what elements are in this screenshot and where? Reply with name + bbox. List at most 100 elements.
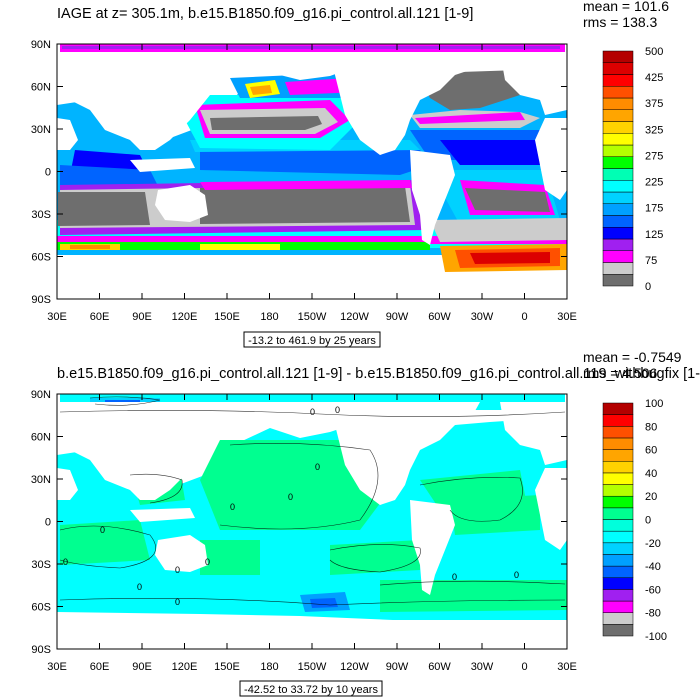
colorbar-label: 80: [645, 421, 657, 433]
colorbar-label: 20: [645, 491, 657, 503]
lat-tick-label: 30S: [31, 559, 51, 571]
lat-tick-label: 30N: [31, 474, 51, 486]
colorbar-label: -40: [645, 561, 661, 573]
contour-label: 0: [175, 597, 180, 607]
lon-tick-label: 90E: [132, 661, 152, 673]
contour-label: 0: [137, 582, 142, 592]
colorbar-swatch: [602, 414, 634, 427]
colorbar-label: 275: [645, 150, 663, 162]
lat-tick-label: 60S: [31, 252, 51, 264]
panel-1-map: [57, 44, 567, 299]
contour-label: 0: [63, 557, 68, 567]
colorbar-swatch: [602, 600, 634, 613]
lat-tick-label: 90N: [31, 389, 51, 401]
lat-tick-label: 60N: [31, 432, 51, 444]
colorbar-label: 40: [645, 468, 657, 480]
colorbar-swatch: [602, 589, 634, 602]
colorbar-label: 500: [645, 46, 663, 58]
panel-1: IAGE at z= 305.1m, b.e15.B1850.f09_g16.p…: [31, 0, 669, 348]
land-south-america: [410, 150, 455, 245]
colorbar-swatch: [602, 215, 634, 228]
colorbar-label: 325: [645, 124, 663, 136]
colorbar-swatch: [602, 133, 634, 146]
lon-tick-label: 0: [521, 311, 527, 323]
colorbar-swatch: [602, 426, 634, 439]
colorbar-swatch: [602, 577, 634, 590]
contour-labels: 0 0 0 0 0 0 0 0 0 0 0 0 0: [63, 405, 519, 607]
lon-tick-label: 180: [260, 311, 278, 323]
land-north-america: [330, 52, 480, 155]
colorbar-swatch: [602, 191, 634, 204]
contour-label: 0: [335, 405, 340, 415]
contour-label: 0: [288, 492, 293, 502]
colorbar-swatch: [602, 542, 634, 555]
contour-label: 0: [230, 502, 235, 512]
colorbar-swatch: [602, 461, 634, 474]
panel-2-range-note: -42.52 to 33.72 by 10 years: [244, 684, 378, 696]
colorbar-swatch: [602, 437, 634, 450]
colorbar-swatch: [602, 565, 634, 578]
colorbar-swatch: [602, 262, 634, 275]
colorbar-swatch: [602, 472, 634, 485]
panel-1-title: IAGE at z= 305.1m, b.e15.B1850.f09_g16.p…: [57, 6, 473, 22]
colorbar-swatch: [602, 144, 634, 157]
lat-tick-label: 90S: [31, 644, 51, 656]
contour-label: 0: [514, 570, 519, 580]
panel-2-rms: rms = 4.506: [583, 365, 658, 381]
land-asia: [57, 52, 420, 150]
lat-tick-label: 0: [45, 167, 51, 179]
lon-tick-label: 120W: [340, 661, 369, 673]
colorbar-swatch: [602, 250, 634, 263]
panel-2-map: 0 0 0 0 0 0 0 0 0 0 0 0 0: [57, 394, 567, 649]
colorbar-label: 125: [645, 229, 663, 241]
panel-2: b.e15.B1850.f09_g16.pi_control.all.121 […: [31, 349, 700, 697]
colorbar-swatch: [602, 484, 634, 497]
colorbar-swatch: [602, 495, 634, 509]
lat-tick-label: 60N: [31, 82, 51, 94]
contour-label: 0: [310, 407, 315, 417]
contour-label: 0: [175, 565, 180, 575]
colorbar-swatch: [602, 530, 634, 544]
lon-tick-label: 150E: [214, 311, 240, 323]
panel-1-rms: rms = 138.3: [583, 14, 658, 30]
land-indonesia: [130, 158, 195, 172]
colorbar-swatch: [602, 227, 634, 240]
panel-2-mean: mean = -0.7549: [583, 349, 682, 365]
lat-tick-label: 90N: [31, 39, 51, 51]
panel-2-range-box: -42.52 to 33.72 by 10 years: [239, 680, 383, 697]
lon-tick-label: 90W: [386, 661, 409, 673]
colorbar-label: 60: [645, 445, 657, 457]
colorbar-swatch: [602, 203, 634, 216]
lon-tick-label: 30E: [47, 311, 67, 323]
lon-tick-label: 120E: [172, 311, 198, 323]
colorbar-swatch: [602, 449, 634, 462]
land-antarctica: [57, 272, 567, 299]
panel-1-range-box: -13.2 to 461.9 by 25 years: [243, 331, 381, 348]
contour-label: 0: [100, 525, 105, 535]
colorbar-label: 225: [645, 177, 663, 189]
lat-tick-label: 30N: [31, 124, 51, 136]
colorbar-swatch: [602, 507, 634, 520]
contour-label: 0: [315, 462, 320, 472]
colorbar-swatch: [602, 50, 634, 63]
lon-tick-label: 60E: [90, 311, 110, 323]
colorbar-label: -80: [645, 608, 661, 620]
lon-tick-label: 30E: [47, 661, 67, 673]
colorbar-swatch: [602, 624, 634, 637]
colorbar-label: 175: [645, 203, 663, 215]
colorbar-label: -20: [645, 538, 661, 550]
land-australia: [155, 185, 208, 222]
colorbar-swatch: [602, 156, 634, 169]
lon-tick-label: 120W: [340, 311, 369, 323]
colorbar-label: 75: [645, 255, 657, 267]
lat-tick-label: 60S: [31, 602, 51, 614]
lat-tick-label: 0: [45, 517, 51, 529]
lon-tick-label: 30E: [557, 661, 577, 673]
panel-1-colorbar: 0 75 125 175 225 275 325 375 425 500: [602, 46, 663, 293]
colorbar-swatch: [602, 168, 634, 181]
land-africa: [535, 118, 567, 200]
panel-1-axes: 90N 60N 30N 0 30S 60S 90S 30E 60E 90E 120E 150E 180 1…: [31, 39, 577, 323]
panel-2-title: b.e15.B1850.f09_g16.pi_control.all.121 […: [57, 366, 700, 382]
lat-tick-label: 30S: [31, 209, 51, 221]
panel-1-mean: mean = 101.6: [583, 0, 669, 14]
